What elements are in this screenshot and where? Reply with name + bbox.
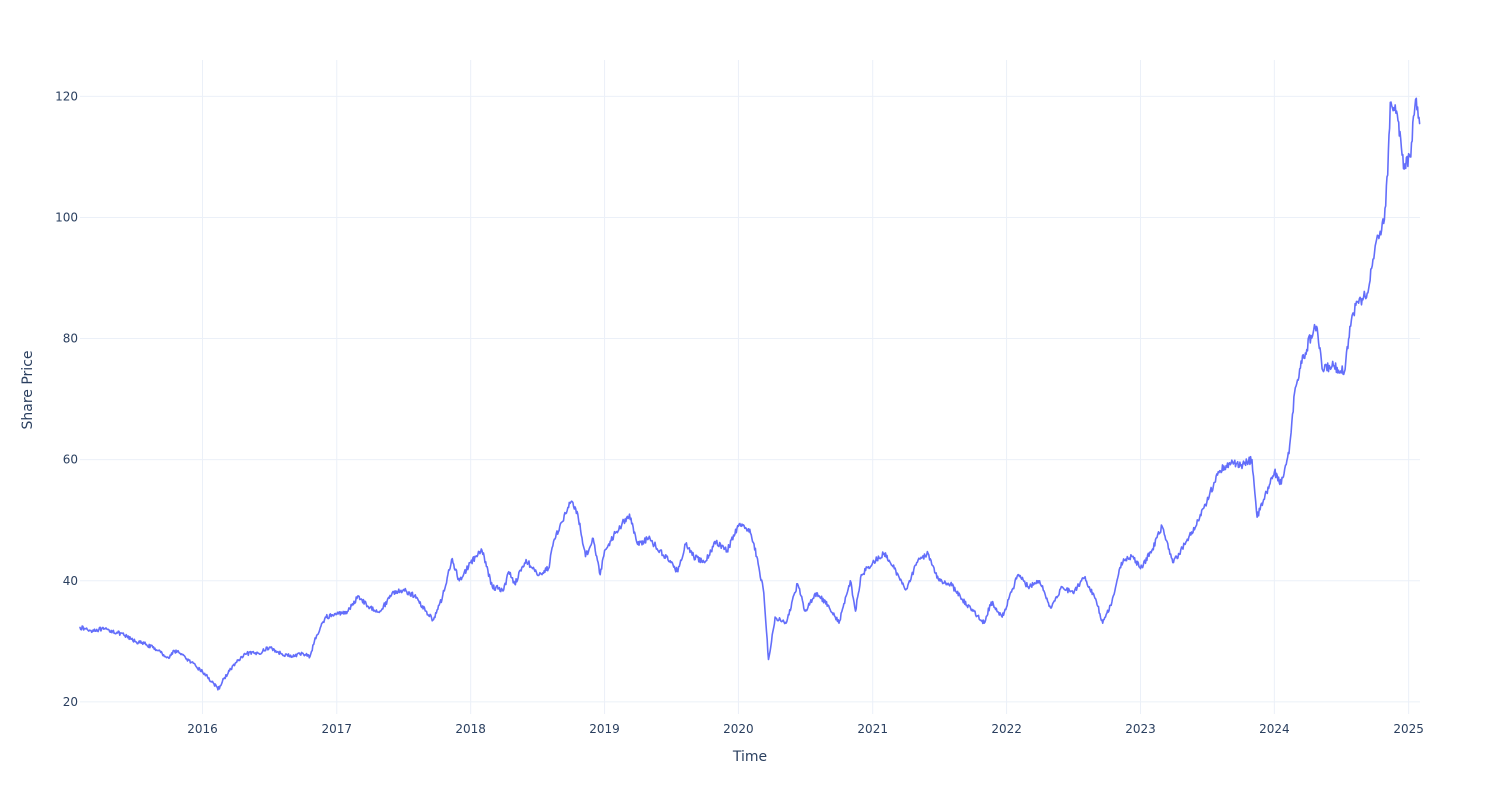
y-axis-title: Share Price — [20, 350, 36, 429]
series-group — [79, 97, 1421, 691]
y-tick-label-40: 40 — [63, 574, 78, 588]
y-tick-label-20: 20 — [63, 695, 78, 709]
x-tick-labels: 2016 2017 2018 2019 2020 2021 2022 2023 2024 2025 — [187, 722, 1424, 736]
y-tick-label-120: 120 — [55, 89, 78, 103]
x-axis-title: Time — [732, 749, 767, 765]
y-tick-labels: 20 40 60 80 100 120 — [55, 89, 78, 709]
x-tick-label-2020: 2020 — [723, 722, 754, 736]
x-tick-label-2022: 2022 — [991, 722, 1022, 736]
y-tick-label-100: 100 — [55, 210, 78, 224]
series-line-0 — [79, 97, 1421, 691]
x-tick-label-2023: 2023 — [1125, 722, 1156, 736]
x-tick-label-2024: 2024 — [1259, 722, 1290, 736]
x-tick-label-2021: 2021 — [857, 722, 888, 736]
x-gridlines — [202, 60, 1410, 714]
x-tick-label-2016: 2016 — [187, 722, 218, 736]
x-tick-label-2019: 2019 — [589, 722, 620, 736]
y-tick-label-80: 80 — [63, 332, 78, 346]
y-tick-label-60: 60 — [63, 453, 78, 467]
y-gridlines — [80, 95, 1420, 703]
x-tick-label-2018: 2018 — [455, 722, 486, 736]
x-tick-label-2025: 2025 — [1393, 722, 1424, 736]
x-tick-label-2017: 2017 — [322, 722, 353, 736]
